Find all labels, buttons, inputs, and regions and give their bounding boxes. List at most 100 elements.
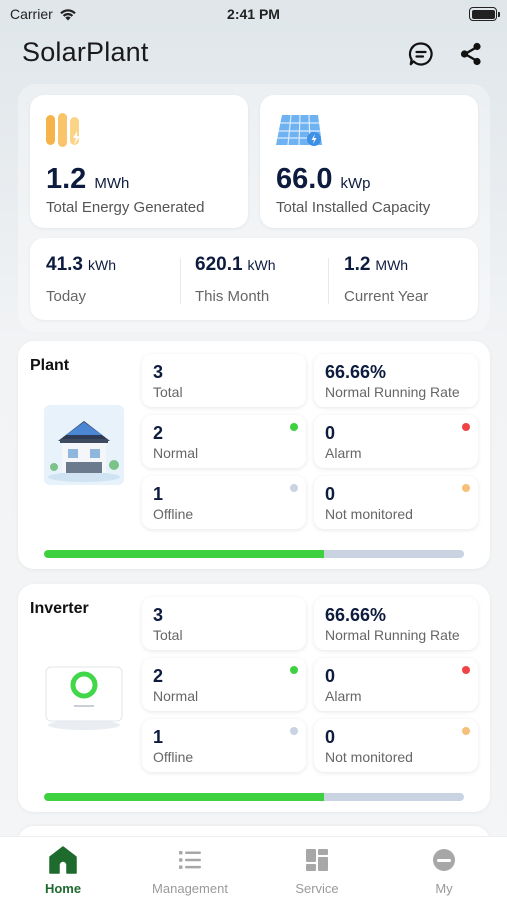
inverter-section[interactable]: Inverter 3 Total 66.66% Normal Running R… [18, 584, 490, 812]
energy-bars-icon [46, 113, 80, 147]
plant-alarm-stat[interactable]: 0 Alarm [314, 415, 478, 468]
period-year[interactable]: 1.2 MWh Current Year [344, 254, 428, 305]
not-monitored-status-dot [462, 484, 470, 492]
stat-label: Normal [153, 688, 199, 704]
month-label: This Month [195, 288, 270, 305]
stat-label: Normal Running Rate [325, 384, 460, 400]
messages-button[interactable] [406, 39, 436, 69]
year-label: Current Year [344, 288, 429, 305]
stat-label: Offline [153, 506, 194, 522]
stat-value: 1 [153, 727, 164, 747]
stat-value: 0 [325, 484, 336, 504]
wifi-icon [59, 8, 76, 20]
app-header: SolarPlant [0, 32, 507, 76]
stat-label: Normal [153, 445, 199, 461]
energy-value: 1.2 [46, 163, 87, 195]
section-title: Plant [30, 357, 70, 374]
period-today[interactable]: 41.3 kWh Today [46, 254, 116, 305]
running-rate-fill [44, 793, 324, 801]
stat-label: Offline [153, 749, 194, 765]
inverter-offline-stat[interactable]: 1 Offline [142, 719, 306, 772]
stat-value: 0 [325, 423, 336, 443]
plant-offline-stat[interactable]: 1 Offline [142, 476, 306, 529]
plant-not-monitored-stat[interactable]: 0 Not monitored [314, 476, 478, 529]
period-card: 41.3 kWh Today 620.1 kWh This Month 1.2 MWh… [30, 238, 478, 320]
grid-icon [306, 849, 328, 871]
house-illustration [44, 405, 124, 485]
share-button[interactable] [456, 39, 486, 69]
energy-label: Total Energy Generated [46, 199, 205, 216]
stat-label: Alarm [325, 445, 362, 461]
nav-label: Management [152, 881, 228, 896]
year-value: 1.2 [344, 254, 371, 275]
divider [180, 258, 181, 304]
carrier: Carrier [10, 6, 77, 22]
offline-status-dot [290, 484, 298, 492]
bottom-nav: Home Management Service [0, 836, 507, 900]
energy-value-row: 1.2 MWh [46, 163, 129, 196]
stat-label: Alarm [325, 688, 362, 704]
running-rate-bar [44, 550, 464, 558]
inverter-total-stat[interactable]: 3 Total [142, 597, 306, 650]
capacity-label: Total Installed Capacity [276, 199, 431, 216]
stat-value: 66.66% [325, 362, 387, 382]
divider [328, 258, 329, 304]
page-title: SolarPlant [22, 37, 149, 67]
plant-total-stat[interactable]: 3 Total [142, 354, 306, 407]
stat-value: 0 [325, 666, 336, 686]
period-month[interactable]: 620.1 kWh This Month [195, 254, 276, 305]
stat-label: Total [153, 627, 183, 643]
summary-panel: 1.2 MWh Total Energy Generated 66.0 kWp … [18, 84, 490, 332]
inverter-not-monitored-stat[interactable]: 0 Not monitored [314, 719, 478, 772]
stat-label: Not monitored [325, 506, 413, 522]
clock: 2:41 PM [227, 6, 280, 22]
nav-service[interactable]: Service [254, 837, 380, 900]
list-icon [179, 851, 201, 869]
plant-normal-stat[interactable]: 2 Normal [142, 415, 306, 468]
energy-card[interactable]: 1.2 MWh Total Energy Generated [30, 95, 248, 228]
nav-home[interactable]: Home [0, 837, 126, 900]
not-monitored-status-dot [462, 727, 470, 735]
status-bar: Carrier 2:41 PM [0, 0, 507, 30]
today-value: 41.3 [46, 254, 83, 275]
section-title: Inverter [30, 600, 89, 617]
nav-label: Service [295, 881, 339, 896]
stat-value: 2 [153, 423, 164, 443]
stat-value: 0 [325, 727, 336, 747]
capacity-unit: kWp [340, 175, 371, 192]
stat-label: Total [153, 384, 183, 400]
share-icon [460, 42, 481, 66]
stat-label: Not monitored [325, 749, 413, 765]
stat-value: 2 [153, 666, 164, 686]
capacity-value-row: 66.0 kWp [276, 163, 370, 196]
capacity-value: 66.0 [276, 163, 333, 195]
capacity-card[interactable]: 66.0 kWp Total Installed Capacity [260, 95, 478, 228]
today-unit: kWh [87, 257, 116, 273]
plant-section[interactable]: Plant 3 Total 66.66% Normal Running Rate… [18, 341, 490, 569]
inverter-normal-stat[interactable]: 2 Normal [142, 658, 306, 711]
chat-bubble-icon [408, 42, 433, 66]
offline-status-dot [290, 727, 298, 735]
running-rate-bar [44, 793, 464, 801]
year-unit: MWh [375, 257, 409, 273]
nav-my[interactable]: My [381, 837, 507, 900]
profile-icon [433, 849, 455, 871]
energy-unit: MWh [94, 175, 130, 192]
solar-panel-icon [276, 114, 322, 146]
stat-value: 3 [153, 605, 164, 625]
battery-icon [469, 7, 500, 21]
month-unit: kWh [247, 257, 276, 273]
stat-value: 1 [153, 484, 164, 504]
inverter-rate-stat[interactable]: 66.66% Normal Running Rate [314, 597, 478, 650]
inverter-alarm-stat[interactable]: 0 Alarm [314, 658, 478, 711]
month-value: 620.1 [195, 254, 243, 275]
today-label: Today [46, 288, 87, 305]
alarm-status-dot [462, 666, 470, 674]
plant-rate-stat[interactable]: 66.66% Normal Running Rate [314, 354, 478, 407]
stat-value: 3 [153, 362, 164, 382]
nav-label: My [435, 881, 453, 896]
nav-management[interactable]: Management [127, 837, 253, 900]
inverter-illustration [45, 666, 123, 730]
stat-label: Normal Running Rate [325, 627, 460, 643]
normal-status-dot [290, 666, 298, 674]
